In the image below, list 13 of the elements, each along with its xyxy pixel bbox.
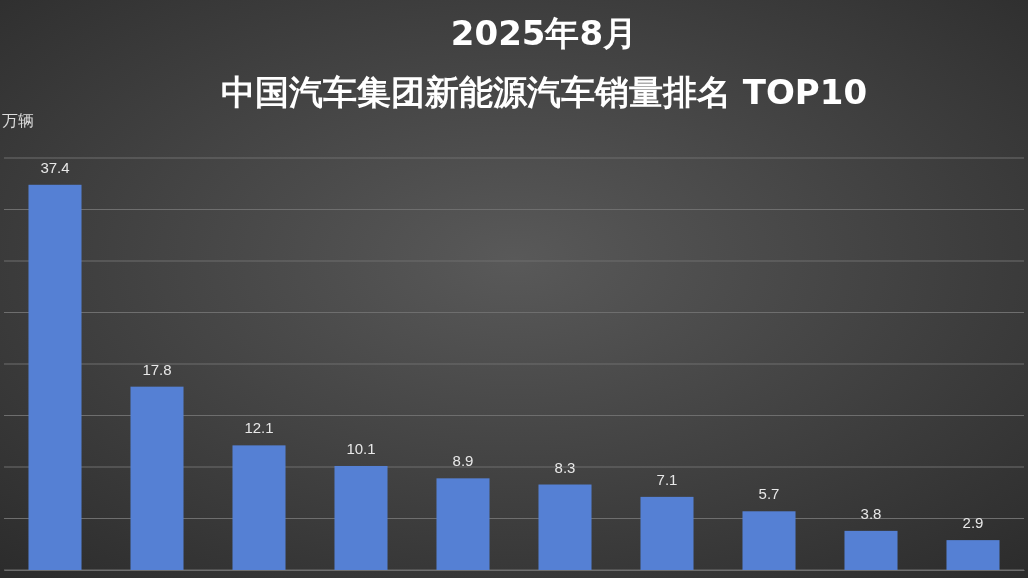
data-label: 37.4	[40, 158, 70, 176]
data-label: 17.8	[142, 360, 172, 378]
chart-title: 2025年8月	[450, 13, 638, 53]
data-label: 8.9	[452, 452, 474, 470]
data-label: 8.3	[554, 458, 576, 476]
data-label: 2.9	[962, 514, 984, 532]
data-label: 5.7	[758, 485, 780, 503]
data-label: 3.8	[860, 504, 882, 522]
y-axis-title: 万辆	[2, 111, 34, 130]
data-label: 7.1	[656, 470, 678, 488]
data-label: 10.1	[346, 439, 376, 457]
data-label: 12.1	[244, 419, 274, 437]
chart-subtitle: 中国汽车集团新能源汽车销量排名 TOP10	[220, 72, 868, 112]
